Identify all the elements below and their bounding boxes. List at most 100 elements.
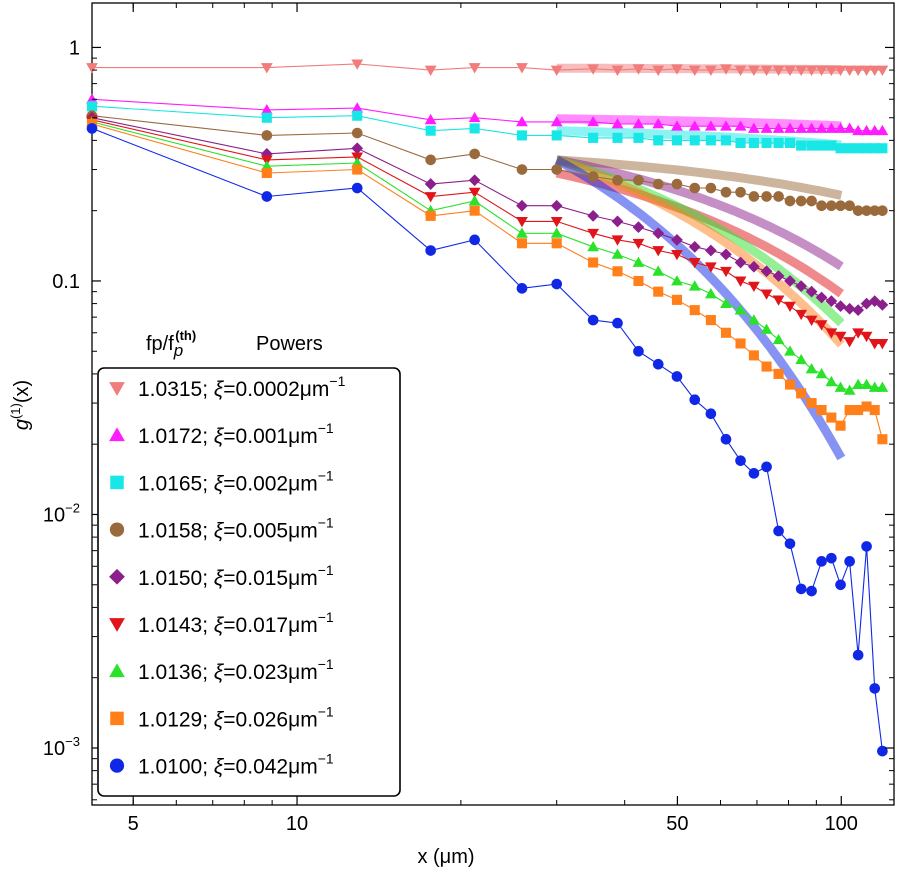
data-point <box>704 65 717 76</box>
legend-label: 1.0150; ξ=0.015μm−1 <box>138 562 334 590</box>
data-point <box>868 381 881 392</box>
data-point <box>720 327 732 338</box>
legend-items: 1.0315; ξ=0.0002μm−1 1.0172; ξ=0.001μm−1 1… <box>109 373 346 779</box>
data-point <box>843 122 856 133</box>
data-point <box>877 205 888 216</box>
data-point <box>516 238 528 249</box>
data-point <box>761 137 772 148</box>
legend-header-col2: Powers <box>256 333 323 355</box>
data-point <box>469 148 480 160</box>
data-point <box>734 65 747 76</box>
data-point <box>351 142 364 155</box>
data-point <box>652 178 664 190</box>
data-point <box>826 200 837 212</box>
data-point <box>876 124 889 136</box>
data-point <box>735 455 746 466</box>
data-point <box>720 266 732 278</box>
data-point <box>826 552 837 564</box>
data-point <box>869 683 881 694</box>
data-point <box>784 379 796 390</box>
data-point <box>876 298 889 311</box>
data-point <box>784 122 796 133</box>
data-point <box>632 221 645 234</box>
data-point <box>611 215 624 228</box>
data-point <box>748 65 760 76</box>
data-point <box>612 266 623 277</box>
data-point <box>734 120 747 131</box>
data-point <box>261 191 273 202</box>
legend-marker <box>109 663 125 678</box>
legend-label: 1.0136; ξ=0.023μm−1 <box>138 656 334 684</box>
data-point <box>424 113 437 125</box>
data-point <box>720 120 732 131</box>
data-point <box>705 408 717 420</box>
data-point <box>671 64 683 75</box>
legend-label: 1.0172; ξ=0.001μm−1 <box>138 420 334 448</box>
data-point <box>772 295 785 306</box>
data-point <box>611 118 624 129</box>
data-point <box>671 371 683 382</box>
data-point <box>805 315 818 326</box>
data-point <box>516 130 528 141</box>
legend-item: 1.0143; ξ=0.017μm−1 <box>109 609 334 637</box>
data-point <box>773 137 784 148</box>
data-point <box>468 174 481 187</box>
data-point <box>816 140 827 151</box>
data-point <box>588 257 599 268</box>
legend-item: 1.0165; ξ=0.002μm−1 <box>110 467 334 495</box>
legend-marker <box>109 522 125 537</box>
data-point <box>516 283 528 294</box>
fit-curve <box>556 155 843 200</box>
data-point <box>843 302 856 315</box>
legend-label: 1.0143; ξ=0.017μm−1 <box>138 609 334 637</box>
data-point <box>860 378 873 389</box>
data-point <box>734 304 747 315</box>
data-point <box>825 375 838 387</box>
data-point <box>784 65 796 76</box>
data-point <box>720 433 732 445</box>
legend-box <box>97 367 401 797</box>
data-point <box>550 216 563 228</box>
data-point <box>652 227 665 240</box>
data-point <box>704 120 717 131</box>
data-point <box>773 525 784 537</box>
data-point <box>550 116 563 127</box>
data-point <box>773 191 784 202</box>
data-point <box>852 124 865 136</box>
legend: fp/fp(th) Powers 1.0315; ξ=0.0002μm−11.0… <box>97 328 401 797</box>
data-point <box>468 63 481 74</box>
data-point <box>351 102 364 113</box>
x-axis-label: x (μm) <box>417 846 474 868</box>
data-point <box>424 178 437 190</box>
y-tick-label: 10−2 <box>43 500 80 526</box>
data-point <box>834 122 847 133</box>
data-point <box>689 305 700 316</box>
data-point <box>876 339 889 350</box>
data-point <box>633 345 644 357</box>
data-point <box>734 276 747 287</box>
data-point <box>352 164 363 175</box>
data-point <box>261 167 272 179</box>
series-1.0172 <box>86 93 889 136</box>
data-point <box>815 65 828 76</box>
data-point <box>688 65 701 76</box>
legend-item: 1.0129; ξ=0.026μm−1 <box>110 703 334 731</box>
data-point <box>516 63 528 74</box>
data-point <box>834 381 847 392</box>
legend-item: 1.0172; ξ=0.001μm−1 <box>109 420 334 448</box>
data-point <box>876 65 889 76</box>
data-point <box>844 405 855 416</box>
data-point <box>835 420 846 431</box>
data-point <box>748 468 760 479</box>
data-point <box>86 93 98 104</box>
data-point <box>826 140 837 151</box>
data-point <box>652 65 665 76</box>
data-point <box>852 304 865 317</box>
data-point <box>760 122 773 133</box>
data-point <box>425 210 436 221</box>
data-point <box>861 541 872 552</box>
data-point <box>825 295 838 307</box>
data-point <box>705 182 717 194</box>
data-point <box>806 585 817 597</box>
